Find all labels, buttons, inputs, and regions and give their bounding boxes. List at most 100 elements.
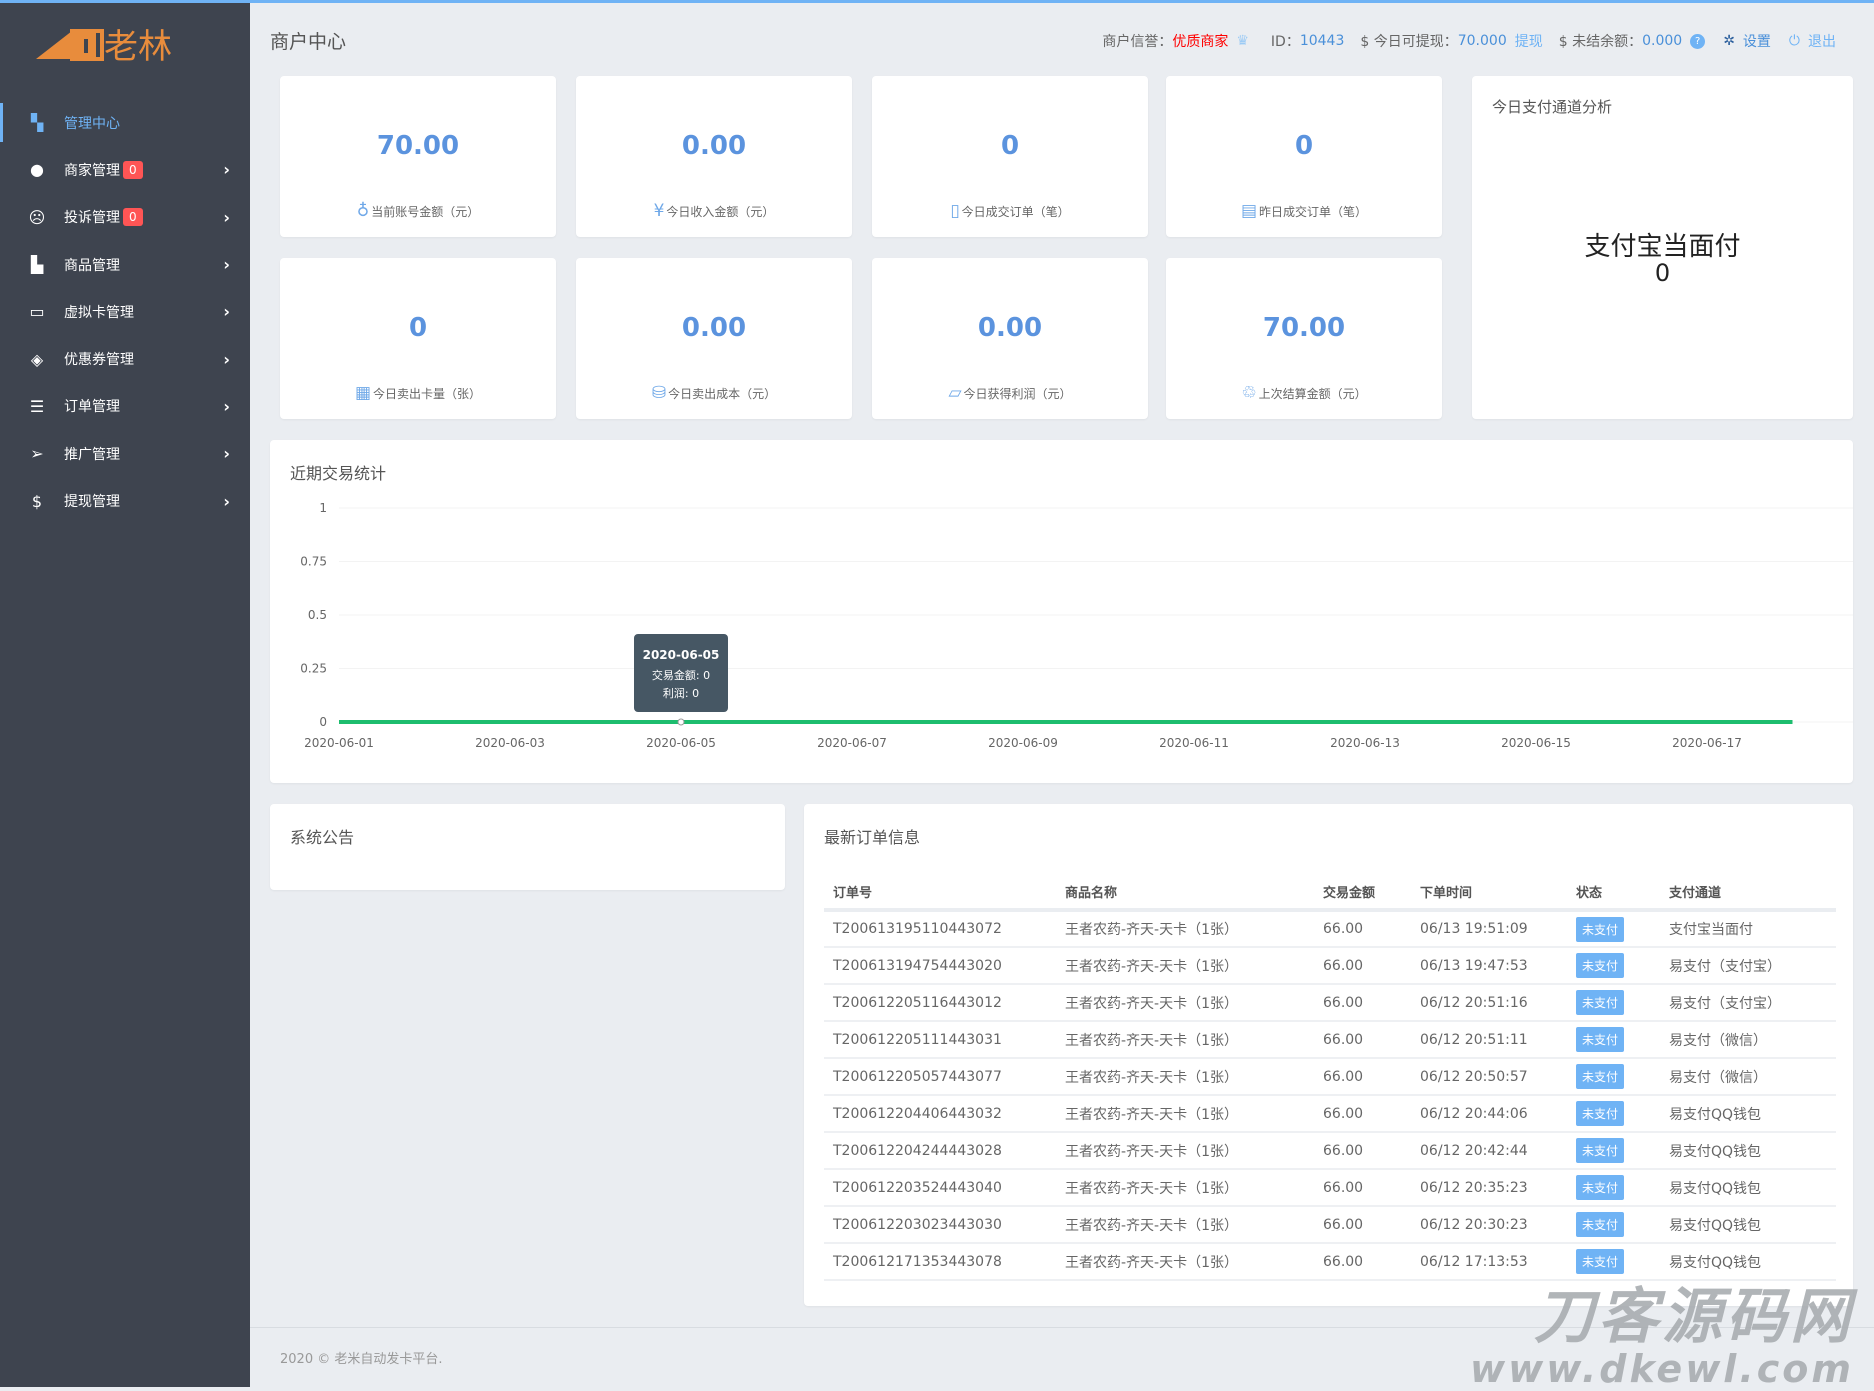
logo-text: 老林 <box>104 27 172 65</box>
table-row[interactable]: T200612205111443031 王者农药-齐天-天卡（1张） 66.00 06… <box>824 1021 1836 1059</box>
stat-label: 今日获得利润（元） <box>963 387 1072 401</box>
x-tick-label: 2020-06-17 <box>1672 736 1742 750</box>
gear-icon[interactable]: ✲ <box>1723 33 1735 49</box>
cell-3: 06/12 17:13:53 <box>1411 1243 1567 1281</box>
status-badge: 未支付 <box>1576 916 1625 942</box>
user-icon: ● <box>30 160 44 180</box>
sidebar-item-label: 虚拟卡管理 <box>64 304 134 321</box>
sidebar-item-2[interactable]: ☹ 投诉管理 0 › <box>0 194 250 241</box>
stat-label: 昨日成交订单（笔） <box>1259 205 1368 219</box>
chevron-right-icon: › <box>223 255 230 275</box>
stat-label: 今日收入金额（元） <box>666 205 775 219</box>
unsettled-value: 0.000 <box>1642 33 1683 49</box>
stat-label: 当前账号金额（元） <box>371 205 480 219</box>
table-row[interactable]: T200612204406443032 王者农药-齐天-天卡（1张） 66.00 06… <box>824 1095 1836 1133</box>
calendar-icon: ▤ <box>1240 201 1258 221</box>
cell-4: 未支付 <box>1567 1095 1660 1133</box>
credit-label: 商户信誉： <box>1102 34 1173 50</box>
cell-3: 06/12 20:30:23 <box>1411 1206 1567 1244</box>
cell-4: 未支付 <box>1567 984 1660 1022</box>
y-tick-label: 0.5 <box>308 608 327 622</box>
stat-value: 0.00 <box>681 313 747 343</box>
chevron-right-icon: › <box>223 302 230 322</box>
power-icon[interactable]: ⏻ <box>1788 33 1800 49</box>
status-badge: 未支付 <box>1576 953 1625 978</box>
cell-1: 王者农药-齐天-天卡（1张） <box>1056 984 1314 1022</box>
withdraw-link[interactable]: 提现 <box>1514 34 1543 50</box>
logo[interactable]: 老林 <box>36 21 206 67</box>
dashboard-icon: ▚ <box>30 113 44 133</box>
cell-1: 王者农药-齐天-天卡（1张） <box>1056 1243 1314 1281</box>
settings-link[interactable]: 设置 <box>1742 34 1771 50</box>
channel-panel-title: 今日支付通道分析 <box>1492 98 1613 116</box>
frown-icon: ☹ <box>28 207 46 227</box>
y-tick-label: 0.25 <box>300 662 327 676</box>
stat-label: 今日成交订单（笔） <box>961 205 1070 219</box>
cell-2: 66.00 <box>1314 1021 1411 1059</box>
cell-3: 06/12 20:44:06 <box>1411 1095 1567 1133</box>
stat-label: 今日卖出成本（元） <box>668 387 777 401</box>
credit-card-icon: ▭ <box>29 302 45 322</box>
chart-title: 近期交易统计 <box>290 464 387 483</box>
sidebar-item-label: 推广管理 <box>64 446 120 463</box>
column-header: 订单号 <box>824 874 1056 912</box>
table-row[interactable]: T200613194754443020 王者农药-齐天-天卡（1张） 66.00 06… <box>824 947 1836 985</box>
stat-card: 70.00 ♁ 当前账号金额（元） <box>280 76 556 237</box>
chevron-right-icon: › <box>223 349 230 369</box>
sidebar-item-0[interactable]: ▚ 管理中心 <box>0 99 250 146</box>
chevron-right-icon: › <box>223 207 230 227</box>
sidebar-item-7[interactable]: ➢ 推广管理 › <box>0 430 250 477</box>
x-tick-label: 2020-06-07 <box>817 736 887 750</box>
orders-title: 最新订单信息 <box>824 828 921 847</box>
status-badge: 未支付 <box>1576 1175 1625 1200</box>
stat-label: 上次结算金额（元） <box>1258 387 1367 401</box>
tooltip-profit: 利润: 0 <box>663 686 699 700</box>
id-label: ID： <box>1270 34 1300 50</box>
stat-card: 0 ▯ 今日成交订单（笔） <box>872 76 1148 237</box>
cell-3: 06/13 19:47:53 <box>1411 947 1567 985</box>
watermark: 刀客源码网 www.dkewl.com <box>1470 1285 1854 1389</box>
table-row[interactable]: T200612171353443078 王者农药-齐天-天卡（1张） 66.00 06… <box>824 1243 1836 1281</box>
sidebar-item-3[interactable]: ▙ 商品管理 › <box>0 241 250 288</box>
y-tick-label: 1 <box>319 501 327 515</box>
sidebar-item-6[interactable]: ☰ 订单管理 › <box>0 383 250 430</box>
table-row[interactable]: T200612203524443040 王者农药-齐天-天卡（1张） 66.00 06… <box>824 1169 1836 1207</box>
cell-5: 易支付（支付宝） <box>1660 947 1836 985</box>
cell-0: T200612203524443040 <box>824 1169 1056 1207</box>
table-row[interactable]: T200612204244443028 王者农药-齐天-天卡（1张） 66.00 06… <box>824 1132 1836 1170</box>
sidebar-item-5[interactable]: ◈ 优惠券管理 › <box>0 335 250 382</box>
column-header: 支付通道 <box>1660 874 1836 912</box>
table-row[interactable]: T200612203023443030 王者农药-齐天-天卡（1张） 66.00 06… <box>824 1206 1836 1244</box>
table-row[interactable]: T200612205116443012 王者农药-齐天-天卡（1张） 66.00 06… <box>824 984 1836 1022</box>
table-row[interactable]: T200612205057443077 王者农药-齐天-天卡（1张） 66.00 06… <box>824 1058 1836 1096</box>
x-tick-label: 2020-06-15 <box>1501 736 1571 750</box>
cell-1: 王者农药-齐天-天卡（1张） <box>1056 1021 1314 1059</box>
sidebar-item-1[interactable]: ● 商家管理 0 › <box>0 146 250 193</box>
y-tick-label: 0.75 <box>300 555 327 569</box>
sidebar-item-8[interactable]: $ 提现管理 › <box>0 477 250 524</box>
stat-card: 0.00 ¥ 今日收入金额（元） <box>576 76 852 237</box>
x-tick-label: 2020-06-05 <box>646 736 716 750</box>
cell-1: 王者农药-齐天-天卡（1张） <box>1056 1169 1314 1207</box>
cell-5: 易支付QQ钱包 <box>1660 1095 1836 1133</box>
column-header: 状态 <box>1567 874 1660 912</box>
help-icon[interactable]: ? <box>1690 33 1706 49</box>
stat-label: 今日卖出卡量（张） <box>373 387 482 401</box>
sidebar-item-4[interactable]: ▭ 虚拟卡管理 › <box>0 288 250 335</box>
cell-1: 王者农药-齐天-天卡（1张） <box>1056 910 1314 948</box>
logout-link[interactable]: 退出 <box>1808 34 1836 50</box>
cell-0: T200613194754443020 <box>824 947 1056 985</box>
cell-2: 66.00 <box>1314 947 1411 985</box>
yuan-refresh-icon: ¥ <box>653 201 665 221</box>
cell-0: T200612205116443012 <box>824 984 1056 1022</box>
count-badge: 0 <box>123 208 143 227</box>
cell-3: 06/12 20:51:16 <box>1411 984 1567 1022</box>
sidebar-item-label: 提现管理 <box>64 494 120 511</box>
paper-plane-icon: ➢ <box>30 444 44 464</box>
table-row[interactable]: T200613195110443072 王者农药-齐天-天卡（1张） 66.00 06… <box>824 910 1836 948</box>
withdrawable-value: 70.000 <box>1457 33 1507 49</box>
chevron-right-icon: › <box>223 444 230 464</box>
cell-4: 未支付 <box>1567 1132 1660 1170</box>
sidebar-item-label: 优惠券管理 <box>64 352 134 369</box>
stat-value: 0.00 <box>681 131 747 161</box>
